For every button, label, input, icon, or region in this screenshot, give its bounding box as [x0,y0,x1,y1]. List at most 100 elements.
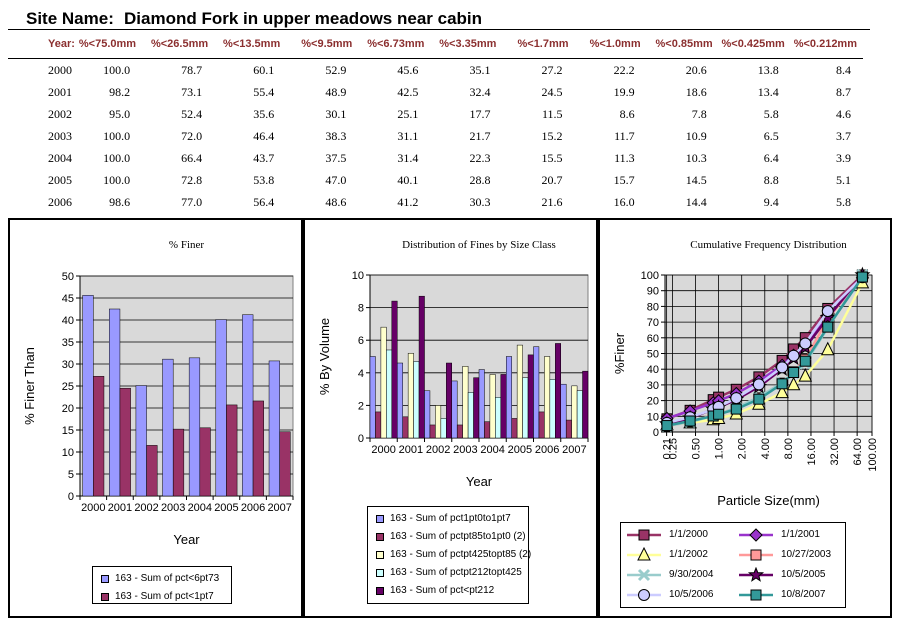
size-column-header: %<6.73mm [358,30,431,59]
legend-label: 10/5/2006 [669,589,714,600]
percent-cell: 24.5 [541,84,563,99]
percent-cell: 9.4 [763,194,779,209]
y-tick-label: 40 [647,364,659,376]
percent-cell: 47.0 [325,172,347,187]
percent-cell: 19.9 [613,84,635,99]
data-point [776,378,788,390]
y-tick-label: 2 [358,400,364,412]
data-point [730,403,742,415]
bar [146,445,158,497]
table-body: 2000 100.0 78.7 60.1 52.9 45.6 35.1 27.2 22.2 20.… [8,59,863,236]
y-tick-label: 10 [62,447,74,459]
bar [456,424,463,439]
y-tick-label: 0 [653,427,659,439]
bar [500,374,507,439]
size-column-header: %<0.425mm [718,30,791,59]
bar [511,418,518,439]
data-point [788,366,800,378]
data-point [638,589,650,601]
legend-entry: 10/5/2005 [737,567,843,583]
bar [82,295,94,497]
bar [242,314,254,497]
x-tick-label: 32.00 [829,438,841,466]
table-row: 2002 95.0 52.4 35.6 30.1 25.1 17.7 11.5 8.6 7.8 5.… [8,103,863,125]
bar [571,385,578,439]
percent-cell: 5.8 [836,194,851,209]
table-row: 2006 98.6 77.0 56.4 48.6 41.2 30.3 21.6 16.0 14.4… [8,191,863,213]
x-tick-label: 2001 [399,444,423,456]
year-cell: 2002 [48,106,72,121]
table-row: 2001 98.2 73.1 55.4 48.9 42.5 32.4 24.5 19.9 18.6… [8,81,863,103]
table-row: 2005 100.0 72.8 53.8 47.0 40.1 28.8 20.7 15.7 14.… [8,169,863,191]
legend-entry: 10/8/2007 [737,587,843,603]
percent-cell: 72.0 [181,128,203,143]
bar [478,369,485,439]
x-tick-label: 2005 [214,502,238,514]
percent-cell: 3.7 [836,128,851,143]
percent-cell: 72.8 [181,172,203,187]
bar [538,411,545,439]
x-tick-label: 2002 [134,502,158,514]
legend-label: 163 - Sum of pct<1pt7 [115,591,214,602]
percent-cell: 8.7 [836,84,851,99]
size-column-header: %<75.0mm [70,30,143,59]
legend-marker [739,567,773,582]
y-tick-label: 50 [62,271,74,283]
bar [172,428,185,497]
x-axis-label: Year [173,532,200,547]
percent-cell: 77.0 [181,194,203,209]
y-tick-label: 60 [647,333,659,345]
x-tick-label: 64.00 [852,438,864,466]
legend-marker [739,549,773,561]
percent-cell: 31.4 [397,150,419,165]
chart-title: Distribution of Fines by Size Class [402,239,556,251]
size-column-header: %<1.7mm [502,30,575,59]
grain-size-table: Year: %<75.0mm %<26.5mm %<13.5mm %<9.5mm %<6.… [8,30,870,235]
data-point [822,321,834,333]
fines-distribution-legend: 163 - Sum of pct1pt0to1pt7 163 - Sum of p… [367,506,531,604]
x-tick-label: 2000 [81,502,105,514]
year-cell: 2004 [48,150,72,165]
percent-cell: 48.9 [325,84,347,99]
legend-swatch [376,551,384,559]
bar [424,390,431,439]
site-header: Site Name: Diamond Fork in upper meadows… [0,0,870,30]
year-cell: 2006 [48,194,72,209]
site-label: Site Name: [26,9,114,28]
bar [484,421,491,439]
data-point [775,384,789,399]
legend-label: 163 - Sum of pctpt212topt425 [390,567,522,578]
series-line-group [661,271,868,432]
bar [549,379,556,439]
data-point [730,392,743,405]
y-tick-label: 70 [647,317,659,329]
table-row: 2004 100.0 66.4 43.7 37.5 31.4 22.3 15.5 11.3 10.… [8,147,863,169]
percent-cell: 100.0 [103,150,131,165]
bar [418,295,425,439]
legend-marker [627,547,661,561]
y-axis-label: %Finer [612,332,627,374]
percent-cell: 40.1 [397,172,419,187]
y-tick-label: 6 [358,335,364,347]
size-column-header: %<13.5mm [214,30,287,59]
y-tick-label: 15 [62,425,74,437]
bar [268,360,280,497]
size-column-header: %<0.212mm [790,30,863,59]
y-tick-label: 5 [68,469,74,481]
data-point [713,408,725,420]
data-point [821,305,834,318]
x-tick-label: 0.50 [691,438,703,459]
bar [429,424,436,439]
data-point [776,361,789,374]
y-tick-label: 30 [647,380,659,392]
data-point [786,376,801,391]
legend-label: 10/8/2007 [781,589,826,600]
bar [582,370,589,439]
y-tick-label: 10 [352,270,364,282]
bar [93,376,105,497]
fines-distribution-chart: Distribution of Fines by Size Class 0 2 4 6 8… [317,239,589,489]
percent-cell: 60.1 [253,62,275,77]
percent-finer-legend: 163 - Sum of pct<6pt73 163 - Sum of pct<1… [92,566,232,604]
table-row: 2000 100.0 78.7 60.1 52.9 45.6 35.1 27.2 22.2 20.… [8,59,863,82]
bar [560,383,567,439]
